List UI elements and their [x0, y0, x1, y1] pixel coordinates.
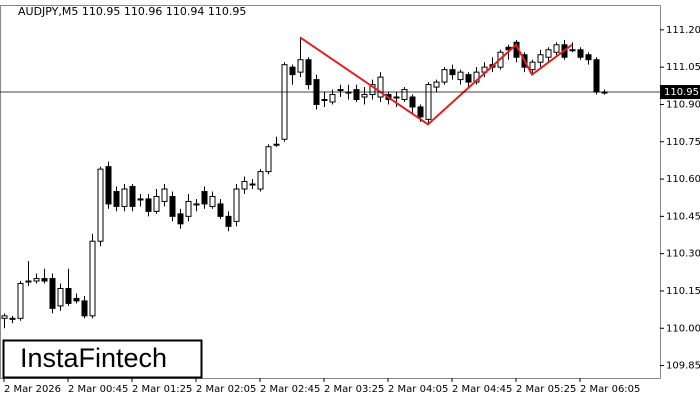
- candle-body: [241, 181, 248, 190]
- candle-body: [49, 278, 56, 309]
- x-tick-label: 2 Mar 00:45: [68, 384, 128, 395]
- candle-body: [185, 200, 192, 217]
- candle-body: [161, 188, 168, 202]
- candle-body: [593, 59, 600, 93]
- candle-body: [433, 81, 440, 88]
- logo-box: [2, 339, 203, 379]
- x-tick-label: 2 Mar 04:05: [388, 384, 448, 395]
- candle-body: [153, 195, 160, 212]
- candle-body: [417, 106, 424, 118]
- candle-body: [73, 297, 80, 302]
- x-tick-label: 2 Mar 03:25: [324, 384, 384, 395]
- x-tick-label: 2 Mar 2026: [4, 384, 61, 395]
- candle-body: [137, 198, 144, 201]
- candle-body: [425, 84, 432, 120]
- candle-body: [225, 215, 232, 227]
- candle-body: [537, 54, 544, 63]
- candle-body: [129, 186, 136, 207]
- candle-body: [233, 188, 240, 222]
- candle-body: [9, 317, 16, 320]
- x-tick-label: 2 Mar 06:05: [580, 384, 640, 395]
- candle-body: [401, 89, 408, 100]
- candle-body: [321, 98, 328, 101]
- candle-body: [297, 59, 304, 73]
- candle-body: [281, 64, 288, 140]
- candle-body: [177, 213, 184, 225]
- candle-body: [97, 168, 104, 242]
- y-tick-label: 110.45: [666, 211, 700, 222]
- current-price-box: [660, 85, 700, 100]
- candle-body: [273, 143, 280, 146]
- candle-body: [545, 49, 552, 58]
- candle-body: [305, 59, 312, 86]
- x-tick-label: 2 Mar 02:45: [260, 384, 320, 395]
- y-tick-label: 110.90: [666, 99, 700, 110]
- logo: InstaFintech: [20, 343, 167, 373]
- candle-body: [393, 96, 400, 99]
- candle-body: [17, 283, 24, 319]
- plot-frame: [0, 5, 661, 379]
- candle-body: [249, 183, 256, 186]
- candle-body: [441, 69, 448, 83]
- candle-body: [465, 74, 472, 83]
- candle-body: [121, 188, 128, 207]
- y-tick-label: 111.05: [666, 62, 700, 73]
- candle-body: [569, 49, 576, 52]
- candle-body: [369, 84, 376, 96]
- candle-body: [217, 203, 224, 217]
- candle-body: [457, 71, 464, 81]
- candle-body: [25, 280, 32, 283]
- x-tick-label: 2 Mar 01:25: [132, 384, 192, 395]
- candle-body: [81, 300, 88, 317]
- candle-body: [289, 66, 296, 76]
- candle-body: [353, 89, 360, 100]
- candle-body: [377, 76, 384, 98]
- y-tick-label: 110.15: [666, 286, 700, 297]
- candle-body: [89, 240, 96, 317]
- candle-body: [33, 278, 40, 282]
- candle-body: [41, 278, 48, 282]
- candle-body: [113, 191, 120, 207]
- y-tick-label: 110.75: [666, 137, 700, 148]
- candle-body: [57, 287, 64, 307]
- candle-body: [449, 69, 456, 76]
- candle-body: [169, 195, 176, 217]
- y-tick-label: 110.30: [666, 249, 700, 260]
- candle-body: [209, 195, 216, 207]
- y-tick-label: 110.00: [666, 323, 700, 334]
- candle-body: [409, 96, 416, 108]
- candle-body: [257, 171, 264, 190]
- candle-body: [337, 89, 344, 92]
- candle-body: [553, 44, 560, 53]
- current-price-label: 110.95: [664, 87, 699, 98]
- candle-body: [193, 203, 200, 206]
- pattern-line: [299, 36, 573, 126]
- candle-body: [329, 94, 336, 103]
- candle-body: [577, 49, 584, 58]
- candle-body: [1, 315, 8, 319]
- candle-body: [265, 146, 272, 173]
- candle-body: [361, 94, 368, 98]
- y-tick-label: 110.60: [666, 174, 700, 185]
- candle-body: [201, 191, 208, 205]
- x-tick-label: 2 Mar 05:25: [516, 384, 576, 395]
- x-tick-label: 2 Mar 04:45: [452, 384, 512, 395]
- candle-body: [585, 54, 592, 61]
- candle-body: [65, 287, 72, 304]
- candle-body: [105, 166, 112, 205]
- x-tick-label: 2 Mar 02:05: [196, 384, 256, 395]
- chart-title: AUDJPY,M5 110.95 110.96 110.94 110.95: [18, 5, 246, 18]
- y-tick-label: 109.85: [666, 361, 700, 372]
- candle-body: [529, 61, 536, 71]
- y-tick-label: 111.20: [666, 25, 700, 36]
- candle-body: [145, 198, 152, 212]
